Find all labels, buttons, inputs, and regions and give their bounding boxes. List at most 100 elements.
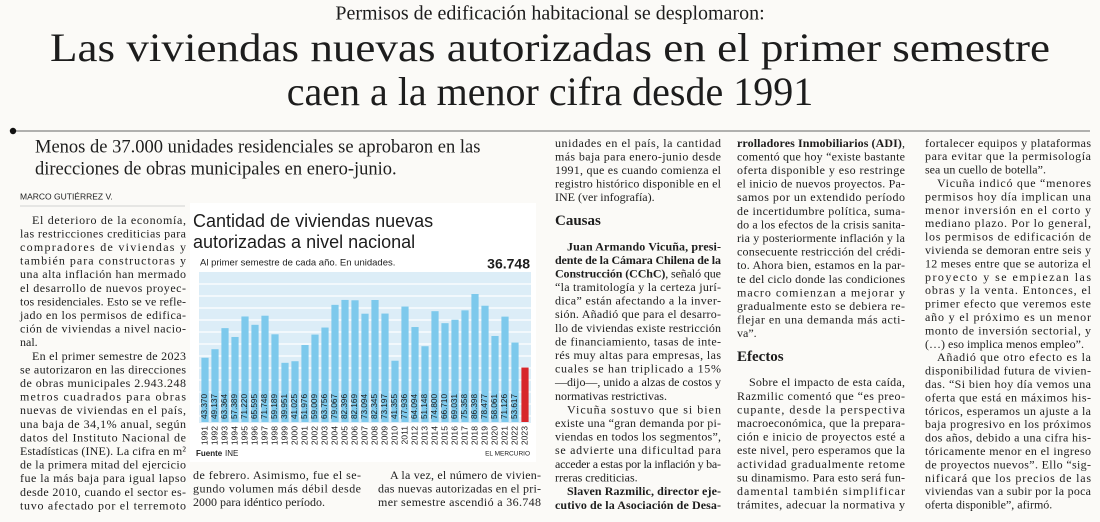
body-line: va”. — [737, 326, 757, 340]
body-line: obras y la venta. Entonces, el — [925, 283, 1092, 297]
body-line: dica” están afectando a la inver- — [555, 294, 721, 308]
body-line: sión. Añadió que para el desarro- — [555, 307, 721, 321]
body-line: jado en los permisos de edifica- — [19, 308, 186, 322]
body-line: to. Ahora bien, estamos en la par- — [737, 258, 905, 272]
body-line: normativas restrictivas. — [555, 389, 667, 403]
body-line: tóricamente menor en el ingreso — [925, 444, 1091, 458]
section-heading: Causas — [555, 213, 601, 229]
body-line: INE (ver infografía). — [555, 190, 655, 204]
deck: Menos de 37.000 unidades residenciales s… — [35, 137, 480, 157]
value-label: 79.067 — [330, 394, 339, 419]
body-line: el inicio de nuevos proyectos. Pa- — [737, 177, 905, 191]
x-tick-label: 1998 — [269, 426, 279, 445]
bar — [351, 300, 359, 422]
body-line: monto de inversión sectorial, y — [925, 323, 1091, 337]
body-line: 12 meses entre que se autoriza el — [925, 256, 1092, 270]
value-label: 74.800 — [430, 394, 439, 419]
value-label: 78.477 — [480, 394, 489, 419]
body-line: oferta que está en máximos his- — [925, 390, 1091, 404]
body-line: los permisos de edificación de — [925, 230, 1091, 244]
body-line: Construcción (CChC), señaló que — [555, 266, 721, 280]
bar — [421, 346, 429, 422]
body-line: damental también simplificar — [737, 484, 905, 498]
value-label: 53.617 — [510, 394, 519, 419]
bar — [401, 306, 409, 422]
value-label: 71.748 — [260, 394, 269, 419]
body-line: macroeconómica, que la prepara- — [737, 416, 905, 430]
bold-run: Construcción (CChC) — [555, 266, 665, 280]
body-line: ción e inicio de proyectos esté a — [737, 430, 906, 444]
body-line: de incertidumbre política, suma- — [737, 204, 905, 218]
value-label: 43.370 — [200, 394, 209, 419]
body-line: oferta disponible”, afirmó. — [925, 498, 1052, 512]
body-line: fortalecer equipos y plataformas — [925, 136, 1091, 150]
body-line: gradualmente esto se debiera re- — [737, 299, 905, 313]
body-line: el desarrollo de nuevos proyec- — [20, 281, 186, 295]
body-line: ria y posteriormente inflación y la — [737, 231, 906, 245]
body-line: consecuente restricción del crédi- — [737, 245, 905, 259]
x-tick-label: 2005 — [339, 426, 349, 445]
value-label: 82.396 — [340, 394, 349, 419]
body-line: de obras municipales 2.943.248 — [20, 376, 186, 390]
bar — [511, 342, 519, 422]
x-tick-label: 2014 — [429, 426, 439, 445]
body-line: “la tramitología y la certeza jurí- — [555, 280, 721, 294]
body-line: El deterioro de la economía, — [32, 213, 186, 227]
bold-run: Juan Armando Vicuña, presi- — [567, 239, 721, 253]
body-line: su dinamismo. Para esto será fun- — [737, 470, 905, 484]
bar — [381, 313, 389, 422]
body-line: proyecto y se empiezan las — [925, 270, 1091, 284]
bar — [251, 324, 259, 422]
value-label: 59.009 — [310, 394, 319, 419]
body-line: tos residenciales. Esto se ve refle- — [20, 294, 186, 308]
headline: caen a la menor cifra desde 1991 — [287, 69, 813, 114]
deck: direcciones de obras municipales en ener… — [35, 159, 397, 179]
body-line: las restricciones crediticias para — [20, 226, 187, 240]
value-label: 75.358 — [460, 394, 469, 419]
value-label: 77.936 — [400, 394, 409, 419]
value-label: 57.389 — [230, 394, 239, 419]
source: INE — [225, 449, 238, 458]
body-line: también para constructoras y — [20, 254, 186, 268]
body-line: tóricos, esperamos un ajuste a la — [925, 404, 1092, 418]
x-tick-label: 2023 — [519, 426, 529, 445]
bar — [301, 344, 309, 422]
x-tick-label: 2016 — [449, 426, 459, 445]
value-label: 82.169 — [350, 394, 359, 419]
bar — [331, 304, 339, 422]
x-tick-label: 1999 — [279, 426, 289, 445]
body-line: dente de la Cámara Chilena de la — [555, 253, 721, 267]
x-tick-label: 1993 — [219, 426, 229, 445]
value-label: 71.126 — [500, 394, 509, 419]
x-tick-label: 2012 — [409, 426, 419, 445]
body-line: das. “Si bien hoy día vemos una — [925, 377, 1092, 391]
bullet — [9, 127, 17, 135]
bold-run: dente de la Cámara Chilena de la — [555, 253, 721, 267]
body-line: Razmilic comentó que “es preo- — [737, 389, 905, 403]
bar — [291, 361, 299, 422]
x-tick-label: 2013 — [419, 426, 429, 445]
text-run: , señaló que — [665, 266, 721, 280]
bar — [521, 367, 529, 422]
body-line: —dijo—, unido a alzas de costos y — [554, 375, 721, 389]
body-line: 2000 para idéntico período. — [193, 495, 325, 509]
body-line: ción de viviendas a nivel nacio- — [20, 322, 186, 336]
bold-run: rrolladores Inmobiliarios (ADI) — [737, 136, 902, 150]
value-label: 41.025 — [290, 394, 299, 419]
value-label: 71.220 — [240, 394, 249, 419]
bar — [441, 323, 449, 422]
chart-title: autorizadas a nivel nacional — [193, 232, 415, 252]
body-line: rreras crediticias. — [555, 470, 638, 484]
body-line: sea un cuello de botella”. — [925, 163, 1046, 177]
x-tick-label: 2018 — [469, 426, 479, 445]
body-line: Añadió que otro efecto es la — [937, 350, 1092, 364]
x-tick-label: 2000 — [289, 426, 299, 445]
credit: EL MERCURIO — [485, 451, 530, 458]
body-line: tuvo afectado por el terremoto — [20, 498, 186, 512]
bar — [311, 334, 319, 422]
body-line: se advierte una dificultad para — [555, 443, 722, 457]
body-line: este nivel, pero esperamos que la — [737, 443, 906, 457]
body-line: primer efecto que veremos este — [925, 297, 1091, 311]
body-line: vivienda se demoran entre seis y — [925, 243, 1091, 257]
